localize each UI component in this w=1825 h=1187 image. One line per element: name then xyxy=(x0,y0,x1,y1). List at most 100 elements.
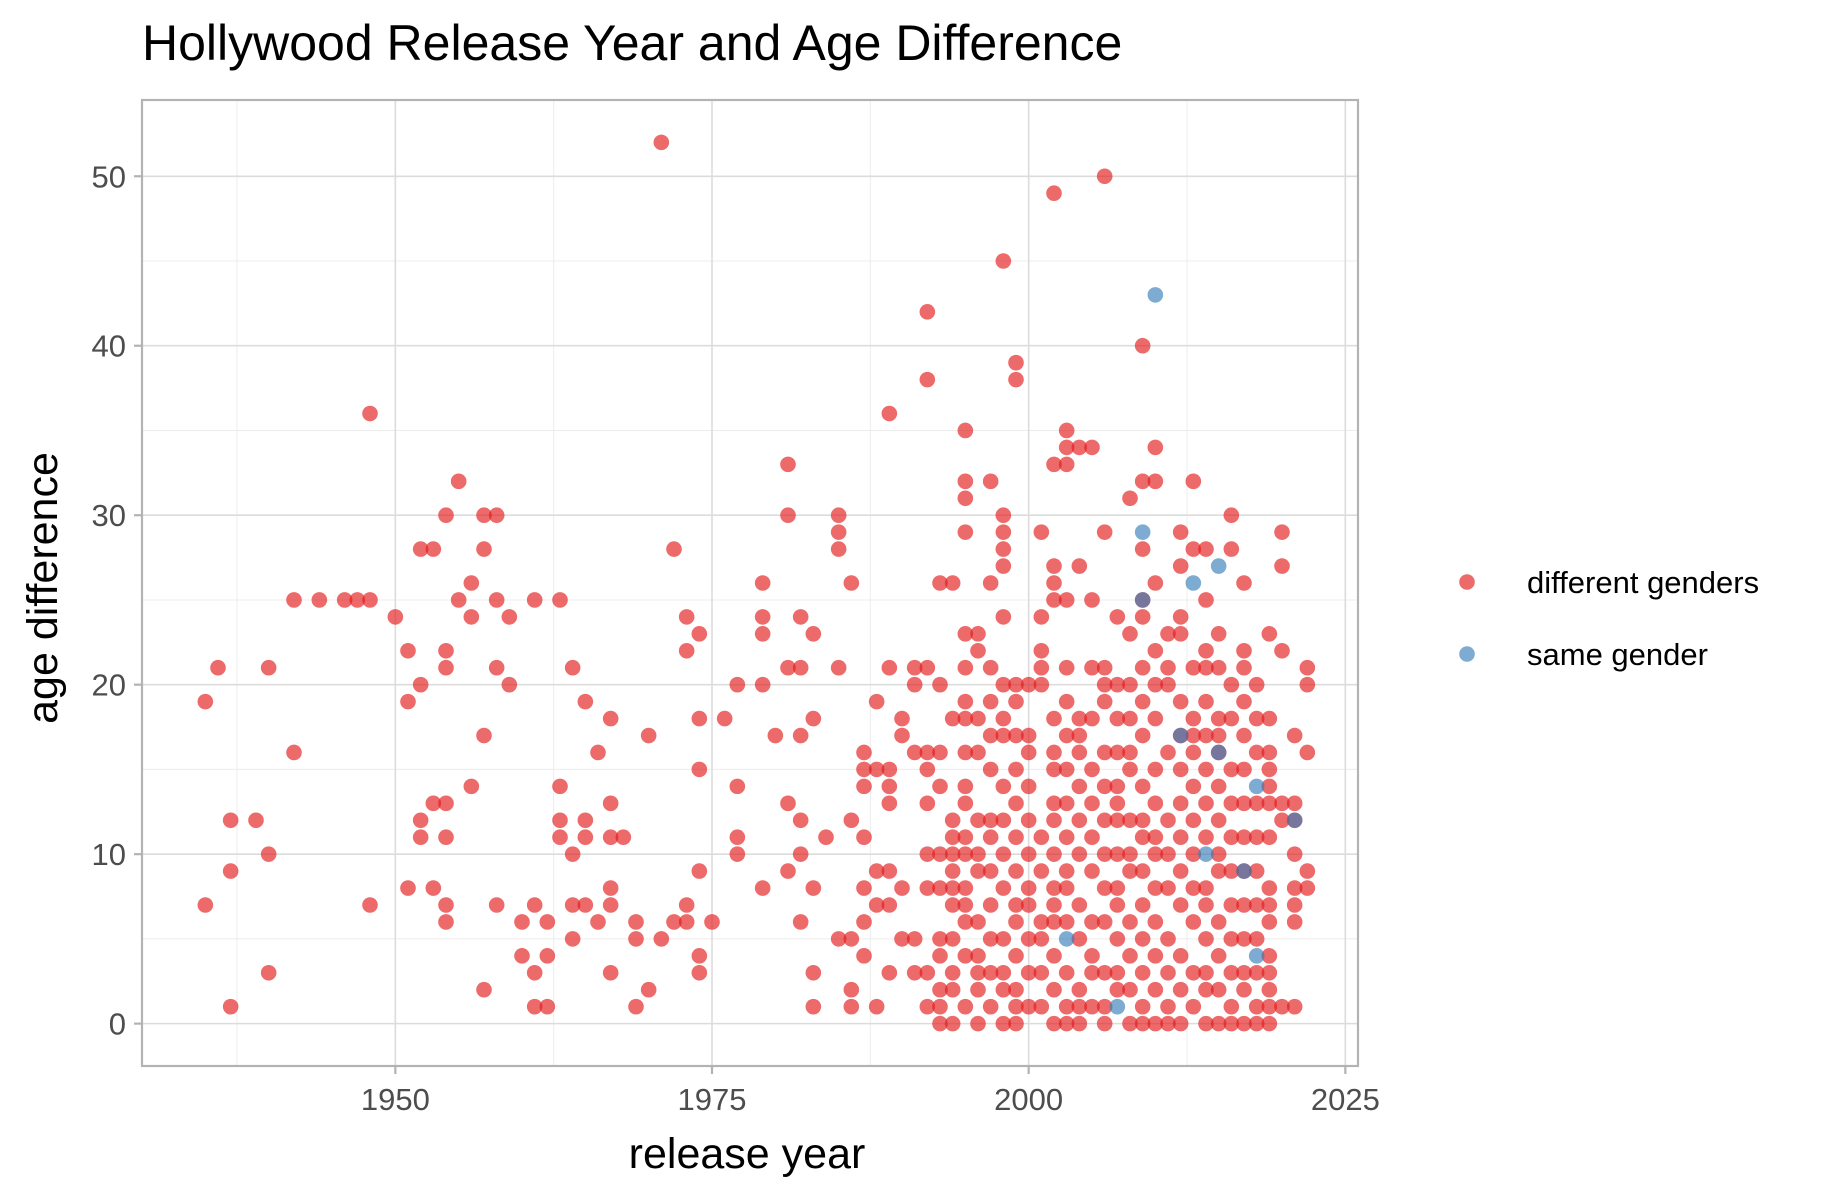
data-point xyxy=(970,642,986,659)
data-point xyxy=(944,710,961,727)
x-axis-title: release year xyxy=(629,1130,866,1178)
data-point xyxy=(868,998,885,1015)
data-point xyxy=(1020,897,1037,913)
data-point xyxy=(944,812,961,829)
data-point xyxy=(678,609,695,625)
data-point xyxy=(868,693,885,710)
data-point xyxy=(1096,778,1113,795)
data-point xyxy=(856,880,872,896)
data-point xyxy=(400,880,416,896)
y-tick-label: 50 xyxy=(92,159,126,194)
data-point xyxy=(1084,761,1100,778)
data-point xyxy=(1008,693,1024,710)
data-point xyxy=(1020,931,1037,947)
data-point xyxy=(425,795,442,812)
data-point xyxy=(1071,710,1088,727)
data-point xyxy=(830,524,847,540)
data-point xyxy=(970,981,986,998)
data-point xyxy=(856,761,872,778)
data-point xyxy=(894,727,910,744)
data-point xyxy=(1033,829,1050,846)
data-point xyxy=(805,964,822,981)
data-point xyxy=(944,1015,961,1032)
data-point xyxy=(1210,981,1227,998)
data-point xyxy=(805,998,822,1015)
data-point xyxy=(1286,795,1303,812)
data-point xyxy=(906,659,923,676)
data-point xyxy=(602,829,619,846)
data-point xyxy=(1020,964,1037,981)
data-point xyxy=(1172,981,1189,998)
data-point xyxy=(995,964,1012,981)
data-point xyxy=(1160,998,1176,1015)
data-point xyxy=(1033,914,1050,930)
data-point xyxy=(1084,439,1100,456)
data-point xyxy=(754,609,771,625)
data-point xyxy=(805,710,822,727)
data-point xyxy=(1134,524,1151,540)
data-point xyxy=(1096,998,1113,1015)
data-point xyxy=(1185,710,1202,727)
data-point xyxy=(1261,948,1278,964)
data-point xyxy=(1248,998,1265,1015)
data-point xyxy=(1198,659,1214,676)
data-point xyxy=(564,846,581,862)
data-point xyxy=(463,575,480,591)
data-point xyxy=(1134,1015,1151,1032)
data-point xyxy=(260,659,277,676)
data-point xyxy=(1147,846,1164,862)
data-point xyxy=(1109,744,1126,761)
data-point xyxy=(526,592,543,608)
data-point xyxy=(1248,931,1265,947)
data-point xyxy=(260,846,277,862)
data-point xyxy=(1274,524,1290,540)
data-point xyxy=(539,948,556,964)
data-point xyxy=(1210,846,1227,862)
data-point xyxy=(957,490,974,507)
y-tick-label: 10 xyxy=(92,837,126,872)
data-point xyxy=(1109,676,1126,693)
data-point xyxy=(412,829,429,846)
data-point xyxy=(577,812,594,829)
data-point xyxy=(982,473,999,490)
data-point xyxy=(995,558,1012,574)
data-point xyxy=(1058,761,1075,778)
data-point xyxy=(881,795,898,812)
data-point xyxy=(412,812,429,829)
data-point xyxy=(1286,812,1303,829)
data-point xyxy=(1122,676,1138,693)
data-point xyxy=(1223,998,1240,1015)
data-point xyxy=(957,948,974,964)
data-point xyxy=(970,710,986,727)
data-point xyxy=(514,948,530,964)
data-point xyxy=(1147,676,1164,693)
data-point xyxy=(856,948,872,964)
data-point xyxy=(1185,575,1202,591)
data-point xyxy=(1046,914,1062,930)
data-point xyxy=(1223,710,1240,727)
data-point xyxy=(1248,829,1265,846)
data-point xyxy=(1046,575,1062,591)
chart-title: Hollywood Release Year and Age Differenc… xyxy=(142,15,1122,71)
data-point xyxy=(438,914,454,930)
data-point xyxy=(1261,880,1278,896)
data-point xyxy=(564,931,581,947)
data-point xyxy=(957,846,974,862)
data-point xyxy=(957,744,974,761)
data-point xyxy=(1185,846,1202,862)
data-point xyxy=(881,863,898,879)
data-point xyxy=(602,880,619,896)
data-point xyxy=(1236,981,1252,998)
data-point xyxy=(602,897,619,913)
data-point xyxy=(1020,778,1037,795)
data-point xyxy=(1033,676,1050,693)
data-point xyxy=(957,626,974,642)
data-point xyxy=(1147,880,1164,896)
data-point xyxy=(1160,626,1176,642)
data-point xyxy=(982,964,999,981)
data-point xyxy=(1122,626,1138,642)
data-point xyxy=(1122,761,1138,778)
data-point xyxy=(1058,456,1075,473)
data-point xyxy=(552,592,568,608)
data-point xyxy=(1147,948,1164,964)
